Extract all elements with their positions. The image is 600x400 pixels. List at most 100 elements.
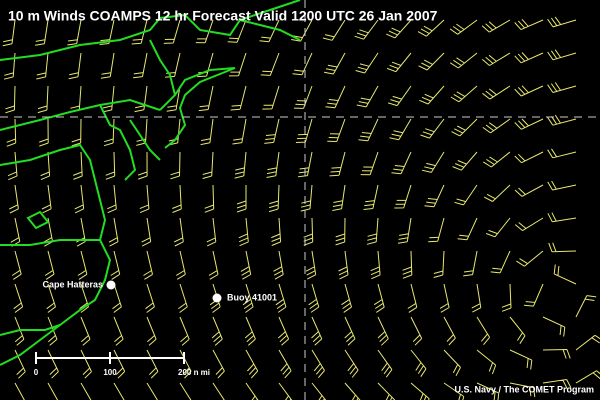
wind-barb bbox=[136, 118, 148, 146]
wind-barb bbox=[163, 19, 181, 44]
wind-barb bbox=[386, 52, 412, 73]
wind-barb bbox=[481, 19, 511, 33]
wind-barb bbox=[262, 85, 280, 110]
wind-barb bbox=[514, 85, 544, 97]
wind-barb bbox=[553, 264, 577, 285]
wind-barb bbox=[547, 212, 577, 223]
wind-barb bbox=[80, 382, 92, 400]
wind-barb bbox=[501, 283, 512, 312]
scale-bar bbox=[35, 352, 185, 364]
wind-barb bbox=[452, 151, 478, 171]
wind-barb bbox=[103, 118, 115, 147]
wind-barb bbox=[259, 19, 280, 43]
wind-barb bbox=[35, 19, 49, 46]
wind-barb bbox=[291, 19, 313, 42]
wind-barb bbox=[542, 379, 572, 389]
wind-barb bbox=[325, 85, 346, 109]
place-marker bbox=[106, 280, 116, 290]
state-border bbox=[149, 39, 176, 96]
wind-barb bbox=[547, 180, 577, 191]
wind-barb bbox=[172, 184, 182, 213]
wind-barb bbox=[238, 217, 249, 247]
wind-barb bbox=[421, 151, 445, 173]
wind-barb bbox=[278, 349, 292, 379]
wind-barb bbox=[275, 283, 287, 313]
wind-barb bbox=[212, 349, 225, 379]
wind-barb bbox=[113, 349, 126, 379]
wind-barb bbox=[482, 118, 511, 134]
wind-barb bbox=[575, 295, 597, 318]
wind-barb bbox=[311, 382, 327, 400]
wind-barb bbox=[139, 184, 150, 214]
wind-barb bbox=[548, 242, 577, 253]
wind-barb bbox=[449, 19, 478, 35]
wind-barb bbox=[481, 52, 511, 66]
wind-barb bbox=[39, 118, 49, 147]
wind-barb bbox=[292, 52, 313, 76]
wind-barb bbox=[107, 184, 117, 214]
wind-barb bbox=[242, 283, 254, 313]
wind-barb bbox=[110, 250, 121, 280]
wind-barb bbox=[356, 85, 379, 108]
wind-barb bbox=[178, 283, 188, 313]
wind-barb bbox=[80, 349, 92, 379]
wind-barb bbox=[271, 217, 282, 246]
place-label: Buoy 41001 bbox=[227, 292, 277, 302]
wind-barb bbox=[482, 85, 511, 100]
wind-barb bbox=[113, 316, 124, 346]
wind-barb bbox=[418, 52, 445, 71]
wind-barb bbox=[264, 118, 280, 144]
wind-barb bbox=[483, 184, 511, 202]
wind-barb bbox=[112, 283, 122, 313]
wind-barb bbox=[344, 382, 361, 400]
wind-barb bbox=[108, 217, 119, 247]
wind-barb bbox=[230, 85, 247, 111]
wind-barb bbox=[295, 118, 313, 143]
wind-barb bbox=[6, 118, 17, 147]
wind-barb bbox=[547, 114, 577, 126]
wind-barb bbox=[524, 283, 544, 307]
wind-barb bbox=[244, 316, 256, 346]
wind-barb bbox=[245, 382, 259, 400]
wind-barb bbox=[547, 148, 577, 159]
wind-barb bbox=[397, 217, 412, 244]
wind-barb bbox=[542, 316, 566, 337]
wind-barb bbox=[67, 19, 82, 46]
wind-barb bbox=[179, 349, 192, 379]
wind-barb bbox=[14, 316, 25, 346]
wind-barb bbox=[327, 118, 346, 142]
wind-barb bbox=[278, 382, 293, 400]
wind-barb bbox=[73, 151, 83, 180]
wind-barb bbox=[338, 250, 349, 280]
wind-barb bbox=[509, 349, 533, 370]
coastline bbox=[159, 67, 236, 149]
wind-barb bbox=[268, 184, 280, 213]
wind-barb bbox=[202, 151, 214, 179]
wind-barb bbox=[71, 118, 82, 147]
wind-barb bbox=[146, 382, 158, 400]
wind-barb bbox=[79, 283, 89, 313]
place-marker bbox=[212, 293, 222, 303]
wind-barb bbox=[516, 250, 544, 267]
wind-barb bbox=[424, 184, 445, 208]
wind-barb bbox=[471, 283, 482, 313]
wind-barb bbox=[476, 316, 491, 346]
credit: U.S. Navy / The COMET Program bbox=[454, 384, 594, 394]
wind-barb bbox=[9, 184, 19, 214]
wind-barb bbox=[509, 382, 536, 398]
wind-barb bbox=[145, 283, 155, 313]
wind-barb bbox=[335, 217, 346, 246]
wind-barb bbox=[277, 316, 290, 346]
wind-barb bbox=[439, 283, 450, 313]
wind-barb bbox=[476, 349, 497, 375]
wind-barb bbox=[74, 184, 85, 214]
wind-barb bbox=[68, 52, 82, 80]
wind-barb bbox=[198, 85, 214, 112]
wind-barb bbox=[236, 185, 247, 213]
wind-barb bbox=[377, 316, 389, 346]
coastline bbox=[99, 104, 137, 181]
wind-barb bbox=[40, 151, 51, 181]
coastline bbox=[129, 119, 161, 161]
wind-barb bbox=[575, 334, 600, 351]
wind-barb bbox=[420, 118, 445, 139]
